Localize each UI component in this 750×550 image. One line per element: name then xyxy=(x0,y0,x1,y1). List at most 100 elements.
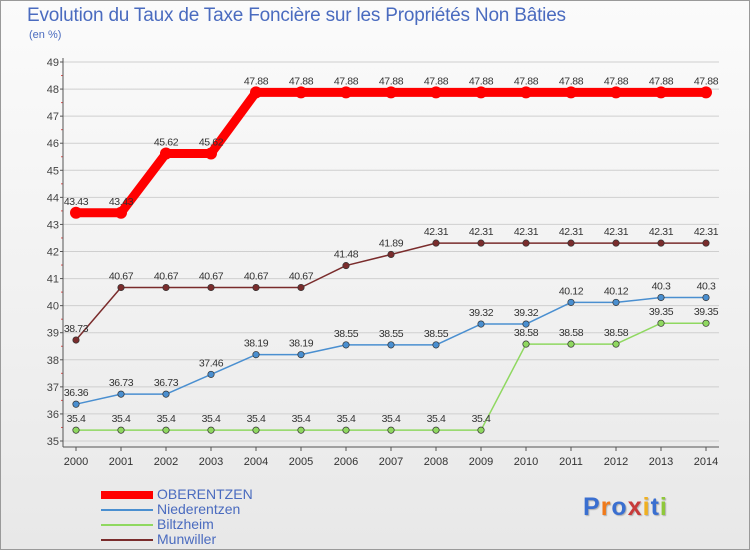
data-label: 47.88 xyxy=(469,75,494,87)
data-point xyxy=(657,239,665,247)
logo-letter: i xyxy=(659,493,668,521)
data-label: 40.67 xyxy=(289,271,314,283)
data-point xyxy=(387,250,395,259)
data-point xyxy=(387,426,395,434)
data-label: 38.58 xyxy=(514,327,539,339)
data-point xyxy=(430,86,442,99)
y-tick-label: 43 xyxy=(47,219,59,231)
data-point xyxy=(297,426,305,434)
data-label: 35.4 xyxy=(382,413,401,425)
data-label: 38.19 xyxy=(244,338,269,350)
data-point xyxy=(477,426,485,434)
data-label: 40.67 xyxy=(244,271,269,283)
data-point xyxy=(612,298,620,306)
y-tick-label: 36 xyxy=(47,409,59,421)
legend-swatch xyxy=(101,524,153,526)
legend-swatch xyxy=(101,509,153,511)
x-tick-label: 2004 xyxy=(244,456,268,468)
data-label: 35.4 xyxy=(157,413,176,425)
x-tick-label: 2008 xyxy=(424,456,448,468)
data-point xyxy=(252,351,260,359)
data-label: 40.3 xyxy=(697,281,716,293)
data-label: 42.31 xyxy=(514,226,539,238)
data-label: 38.73 xyxy=(64,323,89,335)
data-point xyxy=(432,341,440,349)
data-labels: 43.43 43.43 45.62 45.62 47.88 47.88 47.88 47.88… xyxy=(64,75,719,425)
y-tick-label: 39 xyxy=(47,328,59,340)
data-point xyxy=(387,341,395,349)
data-label: 42.31 xyxy=(469,226,494,238)
data-label: 40.67 xyxy=(199,271,224,283)
data-point xyxy=(657,319,665,327)
data-label: 41.89 xyxy=(379,237,404,249)
data-point xyxy=(162,426,170,434)
data-label: 47.88 xyxy=(559,75,584,87)
data-label: 42.31 xyxy=(604,226,629,238)
data-point xyxy=(115,206,127,219)
data-point xyxy=(522,239,530,247)
data-point xyxy=(342,341,350,349)
data-point xyxy=(610,86,622,99)
data-point xyxy=(207,370,215,378)
data-label: 42.31 xyxy=(424,226,449,238)
legend-label: Biltzheim xyxy=(157,516,214,532)
data-point xyxy=(252,426,260,434)
data-label: 47.88 xyxy=(379,75,404,87)
x-tick-label: 2013 xyxy=(649,456,673,468)
data-label: 35.4 xyxy=(472,413,491,425)
y-tick-label: 48 xyxy=(47,84,59,96)
data-label: 38.55 xyxy=(379,328,404,340)
logo-letter: t xyxy=(650,493,660,521)
data-point xyxy=(520,86,532,99)
logo-letter: x xyxy=(627,493,643,521)
data-label: 42.31 xyxy=(559,226,584,238)
data-label: 39.32 xyxy=(514,307,539,319)
y-tick-label: 46 xyxy=(47,138,59,150)
y-tick-label: 47 xyxy=(47,111,59,123)
data-label: 38.55 xyxy=(424,328,449,340)
data-label: 40.67 xyxy=(154,271,179,283)
data-label: 45.62 xyxy=(199,137,224,149)
data-point xyxy=(655,86,667,99)
data-point xyxy=(700,86,712,99)
data-label: 40.12 xyxy=(559,285,584,297)
data-label: 47.88 xyxy=(514,75,539,87)
data-label: 39.35 xyxy=(649,306,674,318)
data-point xyxy=(475,86,487,99)
logo-letter: o xyxy=(611,493,628,521)
y-tick-label: 35 xyxy=(47,436,59,448)
data-point xyxy=(522,340,530,348)
data-label: 47.88 xyxy=(289,75,314,87)
x-tick-label: 2007 xyxy=(379,456,403,468)
y-tick-label: 49 xyxy=(47,57,59,69)
data-point xyxy=(567,340,575,348)
data-point xyxy=(522,320,530,328)
data-point xyxy=(612,340,620,348)
axes: 35 36 37 38 39 40 41 42 43 44 45 46 47 48 49 2000 2001 20… xyxy=(47,57,719,468)
data-point xyxy=(340,86,352,99)
chart-unit-label: (en %) xyxy=(29,29,62,41)
data-point xyxy=(162,390,170,398)
data-point xyxy=(702,319,710,327)
data-point xyxy=(207,426,215,434)
legend-label: Niederentzen xyxy=(157,501,241,517)
data-label: 35.4 xyxy=(247,413,266,425)
data-label: 35.4 xyxy=(427,413,446,425)
data-point xyxy=(567,298,575,306)
legend-swatch xyxy=(101,491,153,499)
y-tick-label: 41 xyxy=(47,274,59,286)
logo-letter: r xyxy=(600,493,612,521)
data-point xyxy=(295,86,307,99)
data-label: 47.88 xyxy=(604,75,629,87)
data-label: 35.4 xyxy=(202,413,221,425)
data-label: 38.55 xyxy=(334,328,359,340)
data-point xyxy=(72,426,80,434)
x-tick-label: 2011 xyxy=(559,456,583,468)
data-point xyxy=(702,293,710,302)
x-tick-label: 2003 xyxy=(199,456,223,468)
data-label: 35.4 xyxy=(337,413,356,425)
data-point xyxy=(207,283,215,292)
data-point xyxy=(342,262,350,270)
